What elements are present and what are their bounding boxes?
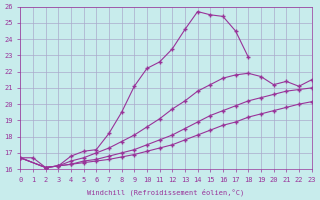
X-axis label: Windchill (Refroidissement éolien,°C): Windchill (Refroidissement éolien,°C) bbox=[87, 188, 244, 196]
